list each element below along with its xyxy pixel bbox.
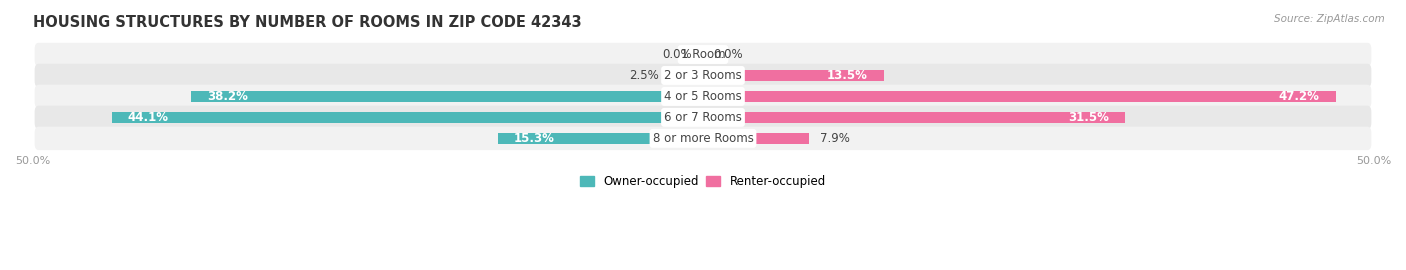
Bar <box>111 112 703 123</box>
Text: 0.0%: 0.0% <box>714 48 744 61</box>
Text: 44.1%: 44.1% <box>128 111 169 124</box>
Bar <box>703 70 884 81</box>
Text: 4 or 5 Rooms: 4 or 5 Rooms <box>664 90 742 103</box>
FancyBboxPatch shape <box>35 64 1371 87</box>
FancyBboxPatch shape <box>35 43 1371 66</box>
FancyBboxPatch shape <box>35 127 1371 150</box>
Text: HOUSING STRUCTURES BY NUMBER OF ROOMS IN ZIP CODE 42343: HOUSING STRUCTURES BY NUMBER OF ROOMS IN… <box>32 15 581 30</box>
Text: 8 or more Rooms: 8 or more Rooms <box>652 132 754 145</box>
Text: 7.9%: 7.9% <box>820 132 849 145</box>
Text: 13.5%: 13.5% <box>827 69 868 82</box>
Text: 2.5%: 2.5% <box>628 69 659 82</box>
FancyBboxPatch shape <box>35 85 1371 108</box>
Bar <box>703 133 808 144</box>
FancyBboxPatch shape <box>35 106 1371 129</box>
Text: 0.0%: 0.0% <box>662 48 692 61</box>
Text: 38.2%: 38.2% <box>207 90 247 103</box>
Text: 47.2%: 47.2% <box>1279 90 1320 103</box>
Text: 1 Room: 1 Room <box>681 48 725 61</box>
Bar <box>703 91 1336 102</box>
Text: 31.5%: 31.5% <box>1069 111 1109 124</box>
Legend: Owner-occupied, Renter-occupied: Owner-occupied, Renter-occupied <box>575 170 831 193</box>
Text: Source: ZipAtlas.com: Source: ZipAtlas.com <box>1274 14 1385 23</box>
Bar <box>191 91 703 102</box>
Text: 6 or 7 Rooms: 6 or 7 Rooms <box>664 111 742 124</box>
Bar <box>669 70 703 81</box>
Bar <box>703 112 1125 123</box>
Text: 15.3%: 15.3% <box>515 132 555 145</box>
Text: 2 or 3 Rooms: 2 or 3 Rooms <box>664 69 742 82</box>
Bar <box>498 133 703 144</box>
